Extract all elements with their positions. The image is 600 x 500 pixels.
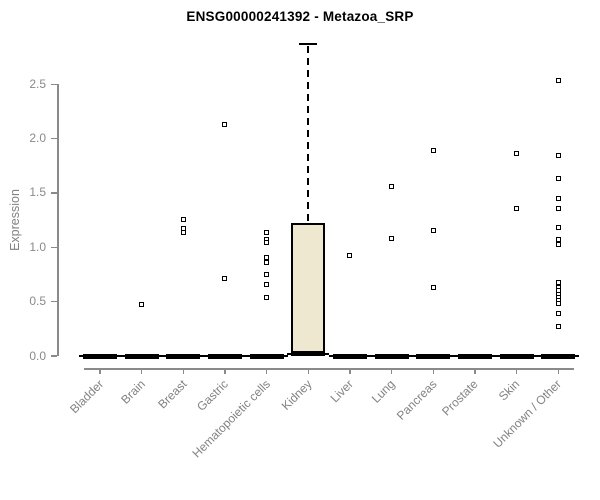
data-point bbox=[180, 229, 186, 235]
data-point bbox=[264, 281, 270, 287]
data-point bbox=[514, 151, 520, 157]
x-tick-label: Kidney bbox=[278, 377, 315, 413]
x-tick bbox=[140, 368, 143, 374]
median-line bbox=[499, 353, 534, 359]
x-tick bbox=[515, 368, 518, 374]
data-point bbox=[514, 205, 520, 211]
data-point bbox=[430, 228, 436, 234]
x-tick-label: Breast bbox=[154, 377, 190, 412]
data-point bbox=[555, 279, 561, 285]
y-tick bbox=[51, 246, 57, 249]
x-tick-label: Bladder bbox=[66, 377, 106, 417]
x-tick bbox=[224, 368, 226, 374]
x-tick bbox=[265, 368, 268, 374]
data-point bbox=[222, 121, 228, 127]
y-tick bbox=[51, 300, 57, 303]
data-point bbox=[347, 253, 353, 259]
x-tick bbox=[349, 368, 351, 374]
y-tick-label: 1.5 bbox=[29, 185, 46, 200]
y-tick bbox=[51, 355, 57, 357]
y-tick bbox=[51, 83, 57, 85]
y-axis bbox=[57, 84, 59, 356]
data-point bbox=[555, 195, 561, 201]
x-tick-label: Skin bbox=[496, 377, 523, 404]
data-point bbox=[264, 260, 270, 266]
median-line bbox=[124, 353, 159, 359]
data-point bbox=[264, 254, 270, 260]
median-line bbox=[374, 353, 409, 359]
median-line bbox=[291, 351, 326, 357]
x-tick bbox=[474, 368, 476, 374]
y-tick-label: 2.0 bbox=[29, 131, 46, 146]
median-line bbox=[332, 353, 367, 359]
x-tick bbox=[390, 368, 393, 374]
median-line bbox=[83, 353, 117, 359]
data-point bbox=[555, 301, 561, 307]
data-point bbox=[264, 294, 270, 300]
x-tick-label: Hematopoietic cells bbox=[189, 377, 273, 461]
x-tick-label: Brain bbox=[117, 377, 148, 407]
chart-title: ENSG00000241392 - Metazoa_SRP bbox=[186, 9, 414, 24]
x-tick-label: Prostate bbox=[439, 377, 481, 419]
data-point bbox=[389, 236, 395, 242]
box bbox=[291, 223, 326, 354]
data-point bbox=[139, 302, 145, 308]
data-point bbox=[180, 216, 186, 222]
data-point bbox=[555, 205, 561, 211]
data-point bbox=[555, 78, 561, 84]
x-tick-label: Pancreas bbox=[393, 377, 440, 423]
median-line bbox=[166, 353, 201, 359]
x-tick bbox=[307, 368, 310, 374]
y-tick-label: 0.0 bbox=[29, 348, 46, 363]
data-point bbox=[222, 276, 228, 282]
x-tick bbox=[99, 368, 101, 374]
x-tick bbox=[182, 368, 185, 374]
data-point bbox=[555, 324, 561, 330]
whisker-cap bbox=[299, 42, 318, 46]
data-point bbox=[430, 285, 436, 291]
x-tick bbox=[557, 368, 560, 374]
median-line bbox=[457, 353, 492, 359]
data-point bbox=[264, 271, 270, 277]
x-tick-label: Liver bbox=[327, 377, 356, 406]
data-point bbox=[264, 229, 270, 235]
y-tick-label: 2.5 bbox=[29, 76, 46, 91]
data-point bbox=[389, 183, 395, 189]
data-point bbox=[555, 225, 561, 231]
y-tick-label: 0.5 bbox=[29, 294, 46, 309]
x-tick bbox=[432, 368, 435, 374]
data-point bbox=[264, 240, 270, 246]
data-point bbox=[555, 153, 561, 159]
median-line bbox=[249, 353, 284, 359]
median-line bbox=[207, 353, 242, 359]
y-tick-label: 1.0 bbox=[29, 239, 46, 254]
y-tick bbox=[51, 137, 57, 140]
y-tick bbox=[51, 192, 57, 194]
whisker-line bbox=[307, 46, 310, 222]
data-point bbox=[555, 241, 561, 247]
median-line bbox=[416, 353, 451, 359]
x-tick-label: Gastric bbox=[194, 377, 231, 414]
median-line bbox=[541, 353, 576, 359]
data-point bbox=[555, 176, 561, 182]
data-point bbox=[555, 311, 561, 317]
x-tick-label: Lung bbox=[368, 377, 398, 406]
x-axis bbox=[84, 368, 574, 370]
data-point bbox=[430, 148, 436, 154]
